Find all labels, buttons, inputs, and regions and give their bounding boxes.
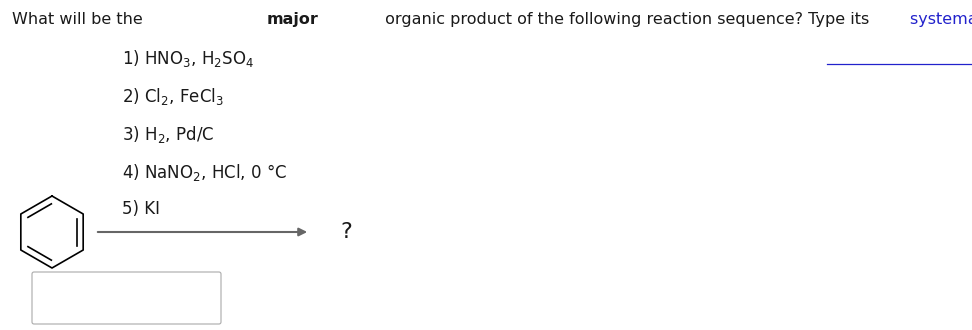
Text: ?: ?	[340, 222, 352, 242]
Text: 5) KI: 5) KI	[122, 200, 160, 218]
Text: major: major	[266, 12, 319, 27]
Text: systematic IUPAC name: systematic IUPAC name	[911, 12, 972, 27]
Text: 1) HNO$_3$, H$_2$SO$_4$: 1) HNO$_3$, H$_2$SO$_4$	[122, 48, 254, 69]
Text: 2) Cl$_2$, FeCl$_3$: 2) Cl$_2$, FeCl$_3$	[122, 86, 224, 107]
FancyBboxPatch shape	[32, 272, 221, 324]
Text: 3) H$_2$, Pd/C: 3) H$_2$, Pd/C	[122, 124, 214, 145]
Text: 4) NaNO$_2$, HCl, 0 °C: 4) NaNO$_2$, HCl, 0 °C	[122, 162, 288, 183]
Text: organic product of the following reaction sequence? Type its: organic product of the following reactio…	[380, 12, 875, 27]
Text: What will be the: What will be the	[12, 12, 148, 27]
